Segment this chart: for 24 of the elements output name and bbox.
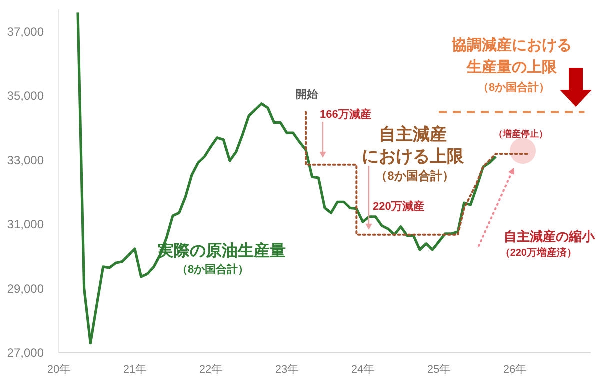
x-tick-label: 20年 <box>47 364 71 376</box>
annotation: （8か国合計） <box>176 263 250 276</box>
annotation: 開始 <box>296 88 319 101</box>
annotation: 166万減産 <box>320 108 372 121</box>
x-tick-label: 22年 <box>199 364 223 376</box>
y-tick-label: 35,000 <box>7 89 44 104</box>
series-label: 自主減産における上限 <box>362 125 465 166</box>
annotation: （8か国合計） <box>478 81 550 94</box>
annotation: 220万減産 <box>373 200 424 213</box>
x-tick-label: 24年 <box>351 364 375 376</box>
x-tick-label: 23年 <box>275 364 299 376</box>
text: 協調減産における生産量の上限 <box>451 36 572 76</box>
y-tick-label: 37,000 <box>7 24 44 39</box>
x-tick-label: 26年 <box>503 364 527 376</box>
y-tick-label: 27,000 <box>7 346 44 360</box>
x-tick-label: 25年 <box>427 364 451 376</box>
annotation: （220万増産済） <box>500 247 577 259</box>
annotation: （8か国合計） <box>376 169 454 183</box>
x-tick-label: 21年 <box>123 364 147 376</box>
y-tick-label: 29,000 <box>7 282 44 296</box>
annotation: （増産停止） <box>494 128 548 139</box>
y-tick-label: 31,000 <box>7 218 44 232</box>
annotation: 自主減産の縮小 <box>504 229 596 244</box>
y-tick-label: 33,000 <box>7 153 44 168</box>
